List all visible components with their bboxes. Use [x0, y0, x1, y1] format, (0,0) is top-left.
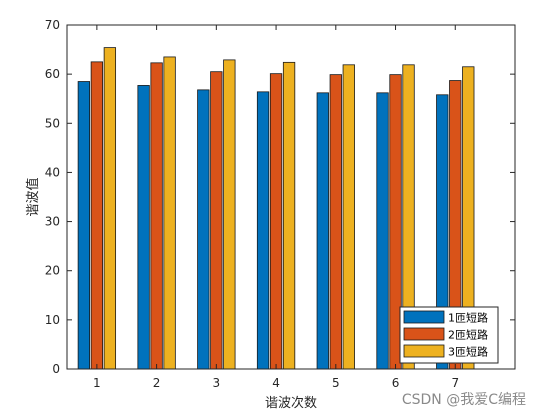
bar-6-series-1	[376, 92, 389, 370]
y-axis-ticks: 0 10 20 30 40 50 60 70	[45, 18, 515, 376]
y-tick-label: 70	[45, 18, 60, 32]
legend-label-3: 3匝短路	[448, 345, 488, 359]
x-tick-label: 7	[451, 376, 459, 390]
bar-3-series-2	[210, 71, 223, 370]
bar-5-series-2	[329, 74, 342, 370]
legend-swatch-2	[403, 327, 445, 341]
watermark-text: CSDN @我爱C编程	[402, 392, 526, 408]
legend-label-2: 2匝短路	[448, 328, 488, 342]
bar-3-series-3	[223, 59, 236, 370]
y-tick-label: 20	[45, 264, 60, 278]
x-axis-ticks: 1 2 3 4 5 6 7	[93, 25, 459, 390]
x-tick-label: 4	[272, 376, 280, 390]
y-tick-label: 0	[52, 362, 60, 376]
bar-2-series-1	[137, 85, 150, 370]
x-tick-label: 3	[213, 376, 221, 390]
x-tick-label: 5	[332, 376, 340, 390]
x-tick-label: 6	[392, 376, 400, 390]
legend-swatch-3	[403, 344, 445, 358]
y-tick-label: 40	[45, 165, 60, 179]
bar-5-series-1	[316, 92, 329, 370]
y-tick-label: 50	[45, 116, 60, 130]
y-tick-label: 60	[45, 67, 60, 81]
plot-area-frame	[66, 24, 516, 370]
bar-4-series-1	[256, 91, 270, 370]
y-tick-label: 10	[45, 313, 60, 327]
bar-1-series-2	[90, 61, 104, 370]
bar-2-series-3	[163, 56, 176, 370]
bar-1-series-1	[77, 81, 91, 370]
bar-1-series-3	[103, 47, 117, 370]
bar-4-series-3	[282, 61, 296, 370]
legend-label-1: 1匝短路	[448, 311, 488, 325]
x-tick-label: 2	[153, 376, 161, 390]
bar-5-series-3	[342, 64, 355, 370]
legend: 1匝短路 2匝短路 3匝短路	[399, 306, 499, 364]
legend-swatch-1	[403, 310, 445, 324]
x-tick-label: 1	[93, 376, 101, 390]
bar-4-series-2	[269, 73, 283, 370]
x-axis-label: 谐波次数	[265, 395, 317, 411]
bar-2-series-2	[150, 62, 163, 370]
y-tick-label: 30	[45, 215, 60, 229]
y-axis-label: 谐波值	[25, 177, 41, 216]
bar-3-series-1	[197, 89, 210, 370]
bars-group	[77, 47, 475, 370]
